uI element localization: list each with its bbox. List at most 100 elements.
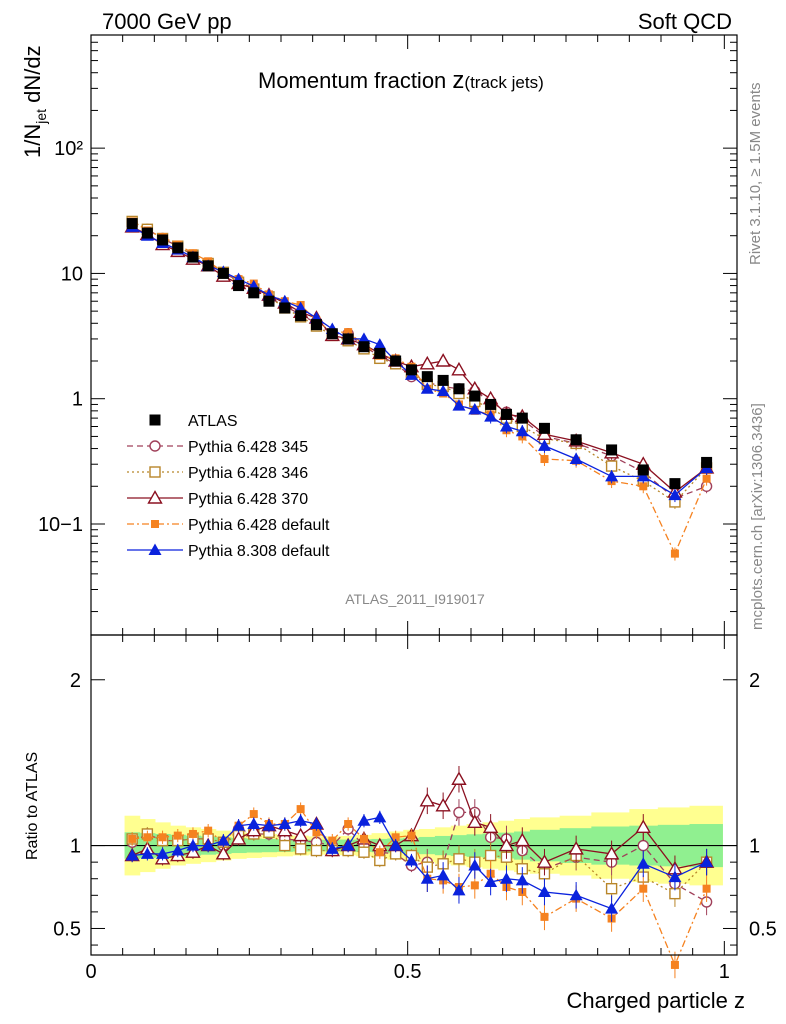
ratio-point-p370 xyxy=(292,827,309,842)
main-ticks xyxy=(90,34,737,635)
ratio-ytick-label-left: 2 xyxy=(70,670,81,692)
legend-marker-p6def xyxy=(151,520,159,528)
ratio-point-p370 xyxy=(215,845,232,860)
point-p8def xyxy=(569,452,583,465)
ratio-point-p345 xyxy=(453,806,465,819)
ratio-point-p346 xyxy=(605,882,618,895)
ratio-ytick-label-left: 1 xyxy=(70,836,81,858)
ratio-point-p346 xyxy=(310,844,323,857)
ratio-point-p6def xyxy=(540,912,549,921)
ratio-point-p8def xyxy=(452,883,466,896)
point-atlas xyxy=(701,456,713,468)
legend-label-atlas: ATLAS xyxy=(188,413,238,430)
point-atlas xyxy=(390,355,402,367)
ratio-point-p370 xyxy=(435,797,451,812)
ratio-point-p8def xyxy=(294,814,308,826)
point-atlas xyxy=(500,408,512,420)
ratio-point-p346 xyxy=(358,846,370,858)
point-atlas xyxy=(669,478,681,490)
legend-label-p8def: Pythia 8.308 default xyxy=(188,543,330,560)
point-p370 xyxy=(451,361,467,376)
ratio-point-p6def xyxy=(173,831,182,840)
point-atlas xyxy=(202,260,214,272)
legend-label-p6def: Pythia 6.428 default xyxy=(188,517,330,534)
ratio-point-p8def xyxy=(700,855,714,868)
x-axis-label: Charged particle z xyxy=(566,988,745,1013)
legend-marker-p345 xyxy=(149,440,161,452)
ratio-point-p6def xyxy=(128,834,137,843)
ratio-point-p370 xyxy=(568,840,584,855)
ratio-point-p370 xyxy=(635,819,651,834)
ratio-plot-area xyxy=(91,765,737,979)
ratio-point-p370 xyxy=(514,832,530,847)
legend: ATLAS Pythia 6.428 345 Pythia 6.428 346 Pyt… xyxy=(127,413,330,560)
ratio-ytick-label-right: 0.5 xyxy=(749,918,777,940)
ratio-point-p346 xyxy=(294,843,307,855)
ratio-point-p346 xyxy=(453,853,465,865)
point-atlas xyxy=(606,444,618,456)
main-ylabel-sub: jet xyxy=(33,109,49,125)
point-atlas xyxy=(187,251,199,263)
ratio-point-p6def xyxy=(312,828,321,837)
ratio-point-p6def xyxy=(470,881,479,890)
ratio-point-p8def xyxy=(140,847,154,859)
point-p8def xyxy=(373,338,387,350)
ratio-point-p8def xyxy=(389,839,403,851)
point-atlas xyxy=(516,412,528,424)
main-ytick-label: 1 xyxy=(72,389,83,411)
analysis-watermark: ATLAS_2011_I919017 xyxy=(345,591,485,607)
plot-title-z: z xyxy=(452,67,464,94)
ratio-point-p6def xyxy=(143,833,152,842)
main-ylabel-tail: dN/dz xyxy=(20,45,45,109)
point-atlas xyxy=(126,218,138,230)
point-atlas xyxy=(342,333,354,345)
ratio-point-p8def xyxy=(216,834,230,846)
ratio-point-p8def xyxy=(278,817,292,830)
ratio-point-p6def xyxy=(296,805,305,814)
point-p370 xyxy=(419,355,435,370)
ratio-point-p370 xyxy=(498,837,515,852)
point-p346 xyxy=(605,460,618,472)
point-p6def xyxy=(702,474,711,483)
ratio-point-p8def xyxy=(357,814,371,826)
ratio-point-p8def xyxy=(668,870,682,883)
ratio-series-p8def xyxy=(125,810,714,922)
main-ytick-label: 10² xyxy=(54,138,83,160)
ratio-point-p370 xyxy=(230,831,247,845)
ratio-point-p6def xyxy=(344,820,353,829)
main-ytick-label: 10 xyxy=(61,263,83,285)
main-panel: 10−1 1 10 10² Momentum fraction z(track jet… xyxy=(20,34,738,636)
ratio-frame xyxy=(90,634,738,956)
main-ytick-label: 10−1 xyxy=(38,514,83,536)
point-p8def xyxy=(668,488,682,501)
plot-title-sub: (track jets) xyxy=(464,73,543,92)
ratio-point-p8def xyxy=(309,817,323,830)
point-atlas xyxy=(538,422,550,434)
ratio-point-p6def xyxy=(158,833,167,842)
ratio-point-p345 xyxy=(637,839,649,852)
ratio-point-p6def xyxy=(407,831,416,840)
ratio-point-p8def xyxy=(468,858,482,871)
ratio-panel: 0.5 0.51 12 2 0 0.5 1 Ratio to ATLAS Charged … xyxy=(24,634,777,1013)
series-atlas xyxy=(126,218,713,490)
ratio-point-p8def xyxy=(156,847,170,859)
ratio-point-p8def xyxy=(420,872,434,884)
point-p6def xyxy=(344,328,353,337)
legend-marker-p370 xyxy=(147,490,163,504)
ratio-point-p370 xyxy=(467,814,483,829)
point-atlas xyxy=(453,383,465,395)
point-atlas xyxy=(295,310,307,322)
point-atlas xyxy=(233,280,245,292)
point-p8def xyxy=(515,424,529,437)
process-label: Soft QCD xyxy=(638,9,732,34)
legend-marker-atlas xyxy=(149,414,161,426)
ratio-ytick-label-right: 1 xyxy=(749,836,760,858)
legend-label-p345: Pythia 6.428 345 xyxy=(188,439,308,456)
point-atlas xyxy=(485,398,497,410)
ratio-point-p6def xyxy=(328,836,337,845)
ratio-point-p370 xyxy=(419,792,435,807)
ratio-point-p8def xyxy=(325,842,339,854)
xtick-labels: 0 0.5 1 xyxy=(85,961,729,983)
ratio-point-p6def xyxy=(639,884,648,893)
